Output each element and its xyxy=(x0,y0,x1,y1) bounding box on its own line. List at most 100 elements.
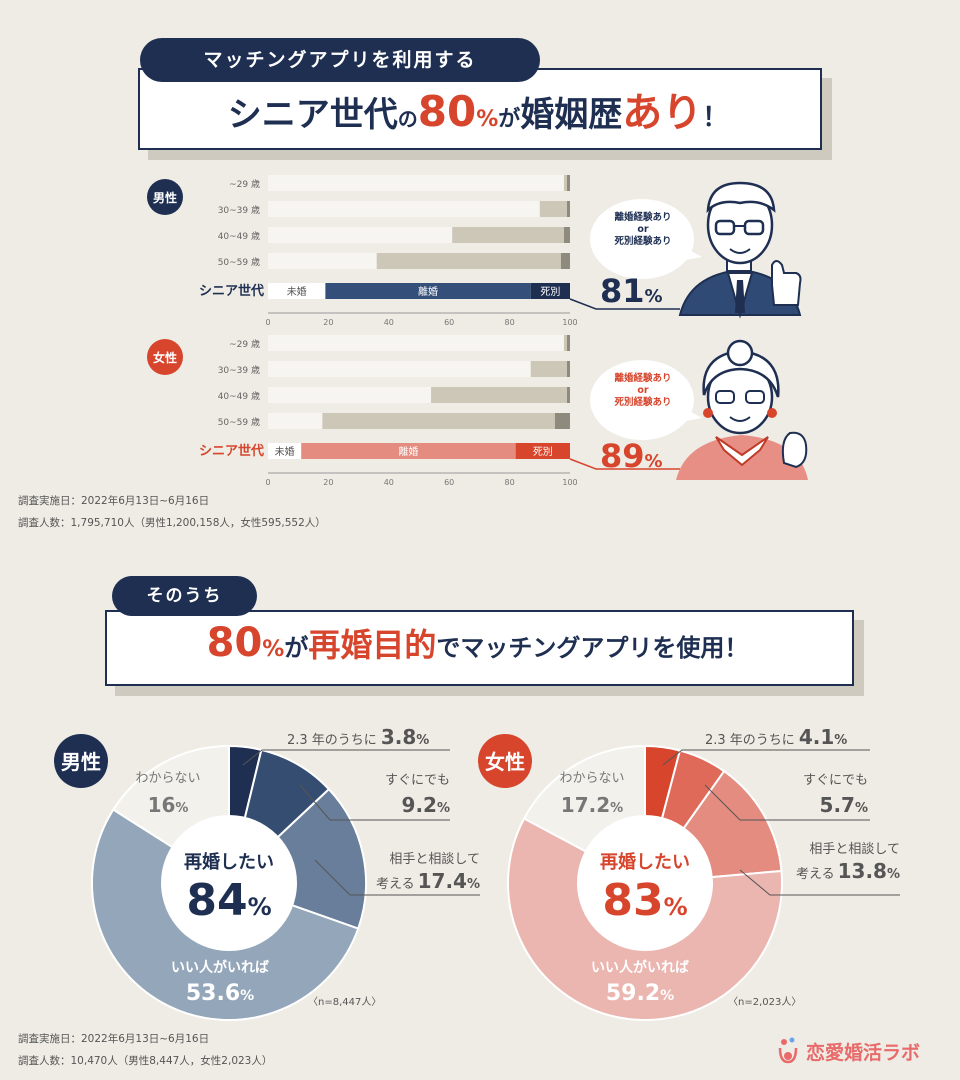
female-slice5-label: わからない xyxy=(559,771,624,786)
male-slice2-value: 9.2% xyxy=(402,793,450,817)
segment-label: 離婚 xyxy=(418,285,438,298)
category-label: 50~59 歳 xyxy=(218,256,260,268)
group-badge xyxy=(147,179,183,215)
category-label: ~29 歳 xyxy=(229,338,260,350)
male-badge-label: 男性 xyxy=(61,750,101,774)
male-slice1-label: 2.3 年のうちに 3.8% xyxy=(287,725,429,749)
category-label: 40~49 歳 xyxy=(218,390,260,402)
bar-segment xyxy=(301,443,516,459)
bar-segment xyxy=(563,227,570,243)
tick-label: 80 xyxy=(505,318,515,327)
tick-label: 80 xyxy=(505,478,515,487)
bar-segment xyxy=(268,387,432,403)
female-leader-lines xyxy=(662,749,900,896)
bar-segment xyxy=(268,361,531,377)
bar-segment xyxy=(539,201,567,217)
group-badge-label: 女性 xyxy=(153,350,177,365)
bar-segment xyxy=(566,201,570,217)
bar-segment xyxy=(563,335,567,351)
bar-segment xyxy=(268,201,540,217)
female-callout-text: 離婚経験あり or 死別経験あり xyxy=(614,373,672,408)
group-badge xyxy=(147,339,183,375)
category-label: 50~59 歳 xyxy=(218,416,260,428)
tick-label: 100 xyxy=(562,478,577,487)
female-slice4-label: いい人がいれば xyxy=(591,959,689,976)
female-center-disc xyxy=(577,815,713,951)
female-slice4-value: 59.2% xyxy=(606,981,674,1006)
survey-notes-1: 調査実施日：2022年6月13日~6月16日 調査人数：1,795,710人（男… xyxy=(18,495,326,529)
male-center-disc xyxy=(161,815,297,951)
male-callout-value: 81% xyxy=(600,272,663,310)
bar-segment xyxy=(563,175,567,191)
male-callout-text: 離婚経験あり or 死別経験あり xyxy=(614,212,672,247)
speech-bubble-female xyxy=(590,360,702,440)
bar-segment xyxy=(566,175,570,191)
headline-tag-2: そのうち xyxy=(112,576,257,616)
bar-segment xyxy=(560,253,570,269)
bar-segment xyxy=(530,283,570,299)
male-slice2-label: すぐにでも xyxy=(385,773,450,788)
bar-segment xyxy=(452,227,564,243)
bar-segment xyxy=(554,413,570,429)
female-badge xyxy=(478,734,532,788)
male-n: 〈n=8,447人〉 xyxy=(308,996,381,1008)
tick-label: 60 xyxy=(444,478,454,487)
segment-label: 死別 xyxy=(533,446,553,458)
male-slice4-label: いい人がいれば xyxy=(171,959,269,976)
bar-segment xyxy=(325,283,531,299)
senior-man-illustration xyxy=(678,181,802,319)
bar-segment xyxy=(268,227,453,243)
tick-label: 0 xyxy=(265,478,270,487)
headline-banner-2 xyxy=(105,610,854,686)
bar-segment xyxy=(268,413,323,429)
category-label: シニア世代 xyxy=(199,443,264,459)
flask-icon xyxy=(778,1037,798,1064)
female-center-value: 83% xyxy=(602,875,687,926)
female-n: 〈n=2,023人〉 xyxy=(728,996,801,1008)
bar-segment xyxy=(566,387,570,403)
female-slice2-value: 5.7% xyxy=(820,793,868,817)
female-slice2-label: すぐにでも xyxy=(803,773,868,788)
headline-1: シニア世代の80%が婚姻歴あり！ xyxy=(227,87,729,136)
bar-segment xyxy=(268,175,564,191)
bar-segment xyxy=(268,443,302,459)
bar-segment xyxy=(268,283,326,299)
category-label: 30~39 歳 xyxy=(218,364,260,376)
female-slice3-label1: 相手と相談して xyxy=(809,841,900,857)
segment-label: 未婚 xyxy=(275,445,295,458)
headline-2: 80%が再婚目的でマッチングアプリを使用！ xyxy=(206,620,749,666)
bar-segment xyxy=(566,361,570,377)
tick-label: 60 xyxy=(444,318,454,327)
category-label: シニア世代 xyxy=(199,283,264,299)
remarriage-charts: 男性 女性 2.3 年のうちに 3.8% すぐにでも 9.2% 相手と相談して 考… xyxy=(54,725,900,1021)
male-slice3-label1: 相手と相談して xyxy=(389,851,480,867)
tick-label: 20 xyxy=(323,478,333,487)
segment-label: 死別 xyxy=(540,286,560,298)
category-label: 30~39 歳 xyxy=(218,204,260,216)
male-badge xyxy=(54,734,108,788)
headline-tag-1: マッチングアプリを利用する xyxy=(140,38,540,82)
callout-line xyxy=(569,298,680,310)
female-callout-value: 89% xyxy=(600,437,663,475)
bar-segment xyxy=(431,387,567,403)
tick-label: 20 xyxy=(323,318,333,327)
male-slice5-value: 16% xyxy=(148,793,189,817)
category-label: ~29 歳 xyxy=(229,178,260,190)
bar-segment xyxy=(268,335,564,351)
male-center-value: 84% xyxy=(186,875,271,926)
bar-segment xyxy=(530,361,567,377)
survey-notes-2: 調査実施日：2022年6月13日~6月16日 調査人数：10,470人（男性8,… xyxy=(18,1033,273,1067)
female-badge-label: 女性 xyxy=(485,750,525,774)
segment-label: 未婚 xyxy=(287,285,307,298)
tick-label: 40 xyxy=(384,478,394,487)
female-slice3-label2: 考える 13.8% xyxy=(796,859,900,883)
female-slice5-value: 17.2% xyxy=(561,793,623,817)
segment-label: 離婚 xyxy=(398,445,418,458)
bar-segment xyxy=(515,443,570,459)
speech-bubble-male xyxy=(590,199,702,279)
bar-segment xyxy=(566,335,570,351)
bar-segment xyxy=(376,253,561,269)
